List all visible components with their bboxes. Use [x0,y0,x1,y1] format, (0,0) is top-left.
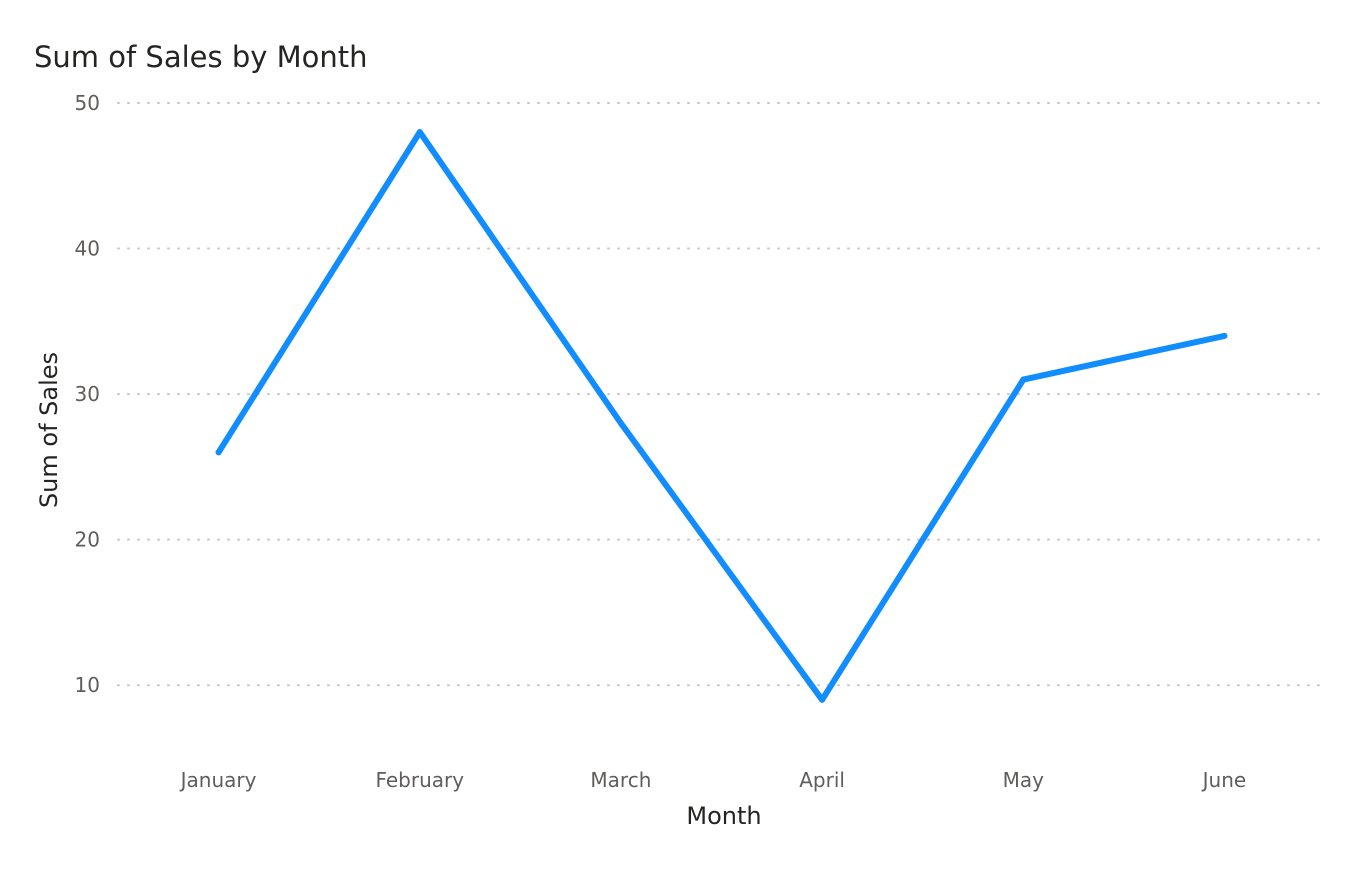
y-tick-label: 50 [75,91,100,115]
data-point[interactable] [1020,376,1027,383]
y-axis-ticks: 10 20 30 40 50 [75,91,100,697]
data-point[interactable] [215,449,222,456]
gridlines [117,102,1326,687]
y-tick-label: 10 [75,673,100,697]
chart-title: Sum of Sales by Month [34,40,368,74]
data-point[interactable] [819,696,826,703]
data-point[interactable] [617,420,624,427]
series-lines [215,129,1228,703]
data-point[interactable] [1221,332,1228,339]
x-tick-label: February [375,768,464,792]
x-tick-label: June [1201,768,1247,792]
x-tick-label: April [799,768,845,792]
x-tick-label: May [1003,768,1045,792]
x-tick-label: March [590,768,651,792]
y-tick-label: 30 [75,382,100,406]
y-tick-label: 40 [75,237,100,261]
x-axis-ticks: January February March April May June [179,768,1247,792]
series-line-0 [215,129,1228,703]
y-tick-label: 20 [75,528,100,552]
x-tick-label: January [179,768,257,792]
y-axis-title: Sum of Sales [35,352,63,508]
data-point[interactable] [416,129,423,136]
x-axis-title: Month [686,802,761,830]
